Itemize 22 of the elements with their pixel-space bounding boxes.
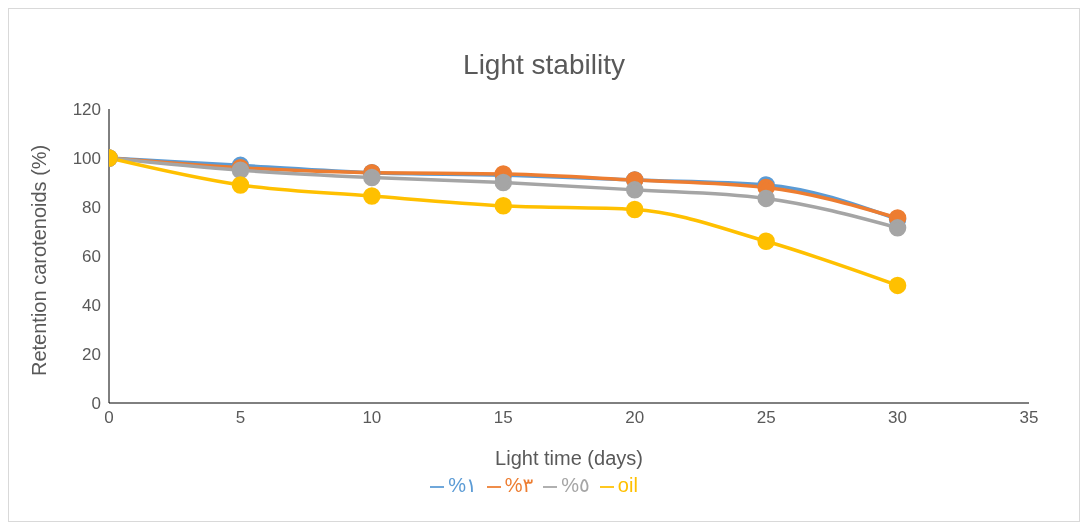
y-tick-label: 20 <box>82 345 101 365</box>
y-tick-label: 120 <box>72 100 101 120</box>
x-tick-label: 10 <box>362 408 382 428</box>
legend-label: %٥ <box>561 474 590 496</box>
legend-label: %١ <box>448 474 477 496</box>
legend-label: oil <box>617 474 638 496</box>
x-tick-label: 20 <box>625 408 645 428</box>
x-tick-label: 0 <box>104 408 114 428</box>
y-tick-label: 0 <box>91 394 101 414</box>
x-tick-label: 5 <box>235 408 246 428</box>
y-axis-title: Retention carotenoids (%) <box>28 144 51 376</box>
y-tick-label: 60 <box>82 247 101 267</box>
x-tick-label: 15 <box>493 408 513 428</box>
y-tick-label: 80 <box>82 198 101 218</box>
x-tick-label: 25 <box>756 408 776 428</box>
chart-title: Light stability <box>462 49 626 82</box>
y-tick-label: 100 <box>72 149 101 169</box>
legend-label: %٣ <box>504 474 534 496</box>
y-tick-label: 40 <box>82 296 101 316</box>
x-axis-title: Light time (days) <box>495 447 643 469</box>
x-tick-label: 30 <box>888 408 908 428</box>
x-tick-label: 35 <box>1019 408 1039 428</box>
